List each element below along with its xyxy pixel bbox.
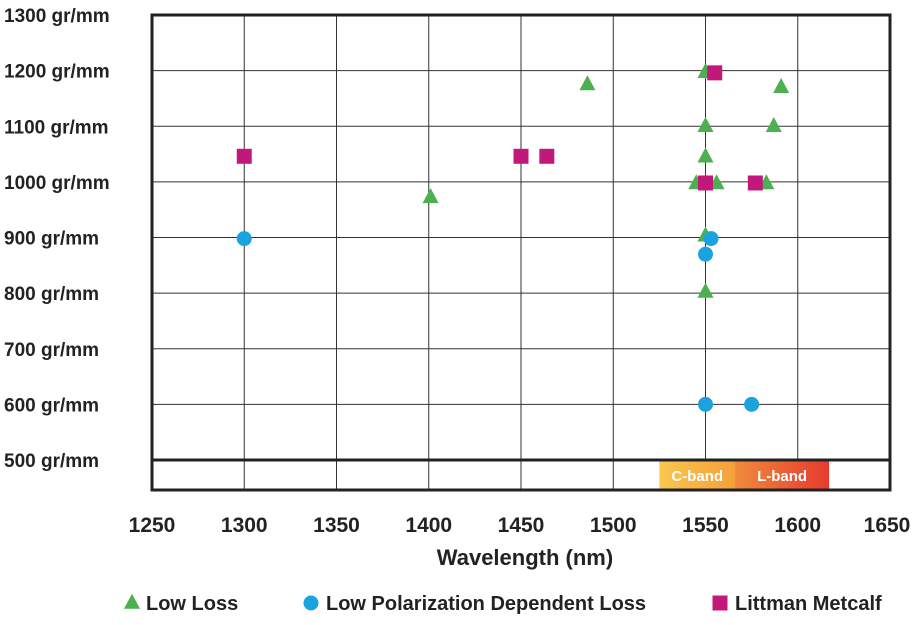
legend-label: Low Loss xyxy=(146,593,238,615)
x-tick-label: 1650 xyxy=(864,514,911,537)
y-tick-label: 700 gr/mm xyxy=(4,340,99,361)
point-triangle xyxy=(773,78,790,94)
legend-label: Littman Metcalf xyxy=(735,593,882,615)
point-circle xyxy=(744,396,760,412)
point-square xyxy=(236,148,252,164)
y-tick-label: 1200 gr/mm xyxy=(4,62,110,83)
point-triangle xyxy=(697,282,714,298)
point-square xyxy=(707,65,723,81)
point-square xyxy=(513,148,529,164)
point-triangle xyxy=(697,147,714,163)
y-tick-label: 600 gr/mm xyxy=(4,395,99,416)
x-tick-label: 1550 xyxy=(682,514,729,537)
band-label: L-band xyxy=(757,468,807,485)
point-triangle xyxy=(579,75,596,91)
x-tick-label: 1500 xyxy=(590,514,637,537)
point-circle xyxy=(703,231,719,247)
x-tick-label: 1350 xyxy=(313,514,360,537)
legend-label: Low Polarization Dependent Loss xyxy=(326,593,646,615)
band-label: C-band xyxy=(671,468,723,485)
point-triangle xyxy=(422,188,439,204)
point-square xyxy=(747,175,763,191)
y-tick-label: 900 gr/mm xyxy=(4,229,99,250)
x-tick-label: 1250 xyxy=(129,514,176,537)
x-tick-label: 1300 xyxy=(221,514,268,537)
legend-marker-square xyxy=(712,595,728,611)
point-circle xyxy=(698,396,713,412)
legend-marker-triangle xyxy=(124,593,140,609)
y-tick-label: 1000 gr/mm xyxy=(4,173,110,194)
y-tick-label: 800 gr/mm xyxy=(4,284,99,305)
point-triangle xyxy=(765,116,782,132)
point-circle xyxy=(236,231,252,247)
plot-frame xyxy=(150,13,892,492)
y-tick-label: 1300 gr/mm xyxy=(4,6,110,27)
x-tick-label: 1450 xyxy=(498,514,545,537)
band-c-band xyxy=(659,461,736,489)
band-l-band xyxy=(735,461,830,489)
point-triangle xyxy=(697,116,714,132)
point-square xyxy=(539,148,555,164)
x-axis-title: Wavelength (nm) xyxy=(437,545,613,570)
y-tick-label: 500 gr/mm xyxy=(4,451,99,472)
legend-marker-circle xyxy=(303,595,319,611)
point-square xyxy=(698,175,713,191)
x-tick-label: 1400 xyxy=(405,514,452,537)
y-tick-label: 1100 gr/mm xyxy=(4,117,109,138)
point-circle xyxy=(698,246,713,262)
x-tick-label: 1600 xyxy=(774,514,821,537)
